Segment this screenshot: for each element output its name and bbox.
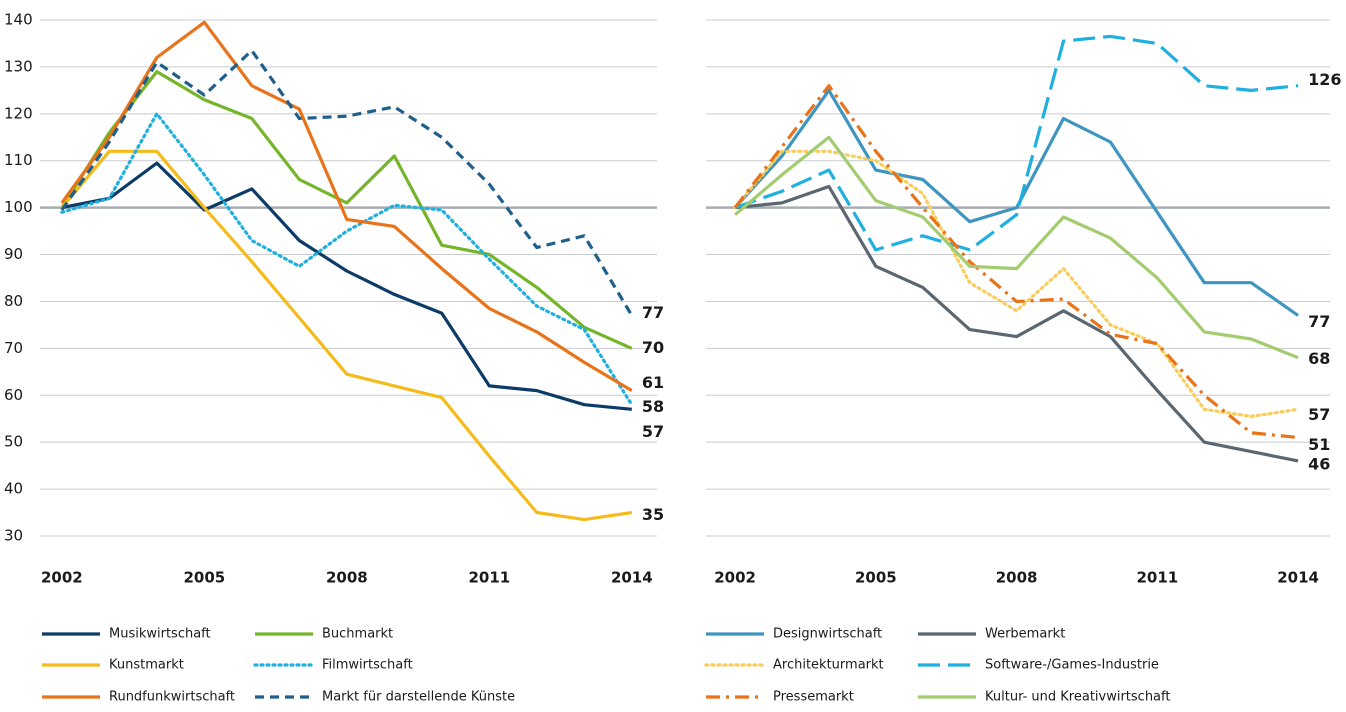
x-tick-label: 2002 [41, 569, 83, 587]
y-tick-label: 130 [4, 57, 33, 75]
legend-label: Designwirtschaft [773, 627, 882, 642]
series-line [60, 48, 634, 317]
end-label: 57 [642, 422, 664, 441]
y-tick-label: 70 [4, 339, 23, 357]
series-line [733, 84, 1299, 440]
legend-label: Kultur- und Kreativwirtschaft [985, 690, 1170, 705]
end-label: 77 [1308, 312, 1330, 331]
x-tick-label: 2014 [611, 569, 653, 587]
x-tick-label: 2011 [468, 569, 510, 587]
y-tick-label: 40 [4, 480, 23, 498]
y-tick-label: 90 [4, 245, 23, 263]
end-label: 68 [1308, 349, 1330, 368]
x-tick-label: 2005 [855, 569, 897, 587]
end-label: 58 [642, 397, 664, 416]
legend-label: Software-/Games-Industrie [985, 658, 1159, 673]
legend-label: Rundfunkwirtschaft [109, 690, 235, 705]
end-label: 51 [1308, 435, 1330, 454]
end-label: 61 [642, 373, 664, 392]
y-tick-label: 30 [4, 527, 23, 545]
series-line [733, 88, 1300, 317]
series-line [734, 135, 1299, 360]
end-label: 57 [1308, 405, 1330, 424]
x-tick-label: 2014 [1277, 569, 1319, 587]
legend-label: Musikwirtschaft [109, 627, 211, 642]
y-tick-label: 120 [4, 104, 33, 122]
x-tick-label: 2008 [996, 569, 1038, 587]
series-line [60, 20, 633, 392]
legend-label: Werbemarkt [985, 627, 1065, 642]
legend-label: Pressemarkt [773, 690, 854, 705]
x-tick-label: 2002 [714, 569, 756, 587]
end-label: 77 [642, 303, 664, 322]
y-tick-label: 60 [4, 386, 23, 404]
legend-label: Buchmarkt [322, 627, 393, 642]
y-tick-label: 50 [4, 433, 23, 451]
y-tick-label: 140 [4, 11, 33, 29]
series-line [60, 70, 633, 350]
end-label: 35 [642, 505, 664, 524]
series-line [734, 184, 1299, 463]
y-tick-label: 110 [4, 151, 33, 169]
legend-label: Markt für darstellende Künste [322, 690, 515, 705]
y-tick-label: 80 [4, 292, 23, 310]
legend-label: Kunstmarkt [109, 658, 184, 673]
x-tick-label: 2011 [1136, 569, 1178, 587]
series-line [60, 112, 634, 407]
series-line [61, 161, 632, 411]
legend-label: Architekturmarkt [773, 658, 884, 673]
series-line [734, 34, 1299, 252]
legend-label: Filmwirtschaft [322, 658, 413, 673]
y-tick-label: 100 [4, 198, 33, 216]
end-label: 70 [642, 338, 664, 357]
x-tick-label: 2008 [326, 569, 368, 587]
series-line [60, 149, 633, 522]
end-label: 46 [1308, 454, 1330, 473]
end-label: 126 [1308, 70, 1341, 89]
series-line [733, 149, 1300, 418]
x-tick-label: 2005 [183, 569, 225, 587]
